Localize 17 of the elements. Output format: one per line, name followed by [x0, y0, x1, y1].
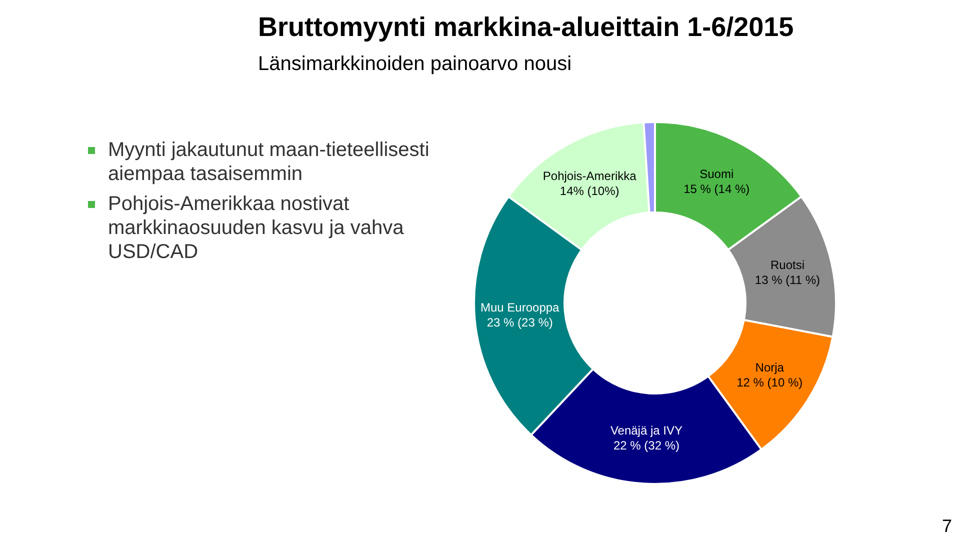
- slice-label: Norja: [755, 360, 784, 375]
- data-label: 23 % (23 %): [486, 316, 553, 330]
- slice-label: Muu Eurooppa: [480, 300, 560, 315]
- data-label: 14% (10%): [560, 184, 620, 198]
- chart-subtitle: Länsimarkkinoiden painoarvo nousi: [258, 53, 572, 76]
- text: Myynti jakautunut maan-tieteellisesti aiempaa tasaisemmin: [108, 139, 430, 185]
- slice-label: Venäjä ja IVY: [610, 423, 683, 438]
- data-label: 15 % (14 %): [684, 182, 750, 196]
- slice-label: Ruotsi: [770, 258, 804, 272]
- data-label: 12 % (10 %): [736, 376, 803, 390]
- slice-label: Pohjois-Amerikka: [542, 168, 637, 183]
- data-label: 13 % (11 %): [754, 273, 820, 288]
- data-label: 22 % (32 %): [613, 438, 680, 452]
- slice-label: Suomi: [700, 166, 734, 181]
- text: Pohjois-Amerikkaa nostivat markkinaosuuden kasvu ja vahva USD/CAD: [108, 193, 404, 263]
- text: 7: [942, 516, 952, 537]
- chart-title: Bruttomyynti markkina-alueittain 1-6/2015: [258, 12, 794, 43]
